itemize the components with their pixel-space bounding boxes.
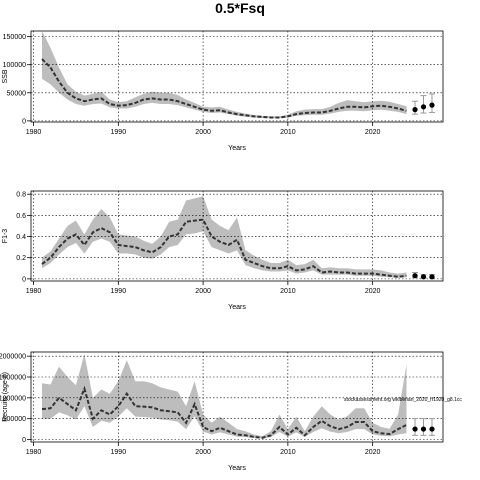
median-line (41, 218, 407, 278)
y-tick-label: 0.4 (16, 234, 26, 241)
x-tick-label: 2010 (280, 288, 296, 295)
y-tick-label: 0 (22, 276, 26, 283)
y-tick-label: 500000 (3, 416, 26, 423)
x-tick-label: 2000 (195, 288, 211, 295)
y-tick-label: 50000 (7, 90, 27, 97)
forecast-point (412, 107, 418, 113)
chart-panel-recruitment: 1980 1990 2000 2010 2020 0 500000 1000000 150000… (0, 351, 444, 472)
x-tick-label: 1980 (26, 449, 42, 456)
confidence-band (42, 196, 407, 278)
x-tick-label: 1990 (111, 288, 127, 295)
y-tick-label: 2000000 (0, 354, 26, 361)
chart-panel-fbar: 1980 1990 2000 2010 2020 0 0.2 0.4 0.6 0.8 Years F1… (2, 190, 444, 311)
forecast-point (420, 274, 427, 280)
x-tick-label: 2000 (195, 129, 211, 136)
median-line (41, 58, 407, 119)
y-tick-label: 0 (22, 437, 26, 444)
forecast-point (420, 426, 427, 432)
x-axis-label: Years (228, 304, 246, 311)
y-tick-label: 0.6 (16, 213, 26, 220)
y-tick-label: 0 (22, 118, 26, 125)
forecast-point (420, 104, 427, 110)
plot-frame (30, 190, 444, 282)
x-tick-label: 2010 (280, 449, 296, 456)
y-tick-label: 1000000 (0, 395, 26, 402)
x-tick-label: 2020 (365, 449, 381, 456)
y-axis-label: Recruits (age 0) (2, 372, 9, 422)
plot-frame (30, 30, 444, 123)
y-tick-label: 100000 (3, 62, 26, 69)
x-tick-label: 2000 (195, 449, 211, 456)
forecast-point (429, 274, 435, 280)
x-tick-label: 1980 (26, 129, 42, 136)
x-tick-label: 2020 (365, 129, 381, 136)
x-tick-label: 1990 (111, 449, 127, 456)
y-axis-label: SSB (2, 69, 9, 83)
x-tick-label: 2020 (365, 288, 381, 295)
y-tick-label: 0.2 (16, 255, 26, 262)
forecast-point (412, 426, 418, 432)
x-tick-label: 2010 (280, 129, 296, 136)
median-line (41, 385, 407, 439)
confidence-band (42, 31, 407, 119)
y-tick-label: 0.8 (16, 192, 26, 199)
forecast-point (429, 102, 435, 108)
annotation-text: stockassessment.org wkiberian_2020_rf192… (344, 397, 462, 403)
x-axis-label: Years (228, 465, 246, 472)
y-tick-label: 1500000 (0, 375, 26, 382)
plot-frame (30, 351, 444, 443)
forecast-point (412, 273, 418, 279)
x-tick-label: 1980 (26, 288, 42, 295)
x-axis-label: Years (228, 145, 246, 152)
confidence-band (42, 354, 407, 439)
chart-panel-ssb: 1980 1990 2000 2010 2020 0 50000 100000 150000 Ye… (2, 30, 444, 152)
figure-title: 0.5*Fsq (215, 0, 265, 16)
panels: 1980 1990 2000 2010 2020 0 50000 100000 150000 Ye… (0, 30, 462, 472)
x-tick-label: 1990 (111, 129, 127, 136)
y-axis-label: F1-3 (2, 229, 9, 244)
forecast-point (429, 426, 435, 432)
y-tick-label: 150000 (3, 34, 26, 41)
